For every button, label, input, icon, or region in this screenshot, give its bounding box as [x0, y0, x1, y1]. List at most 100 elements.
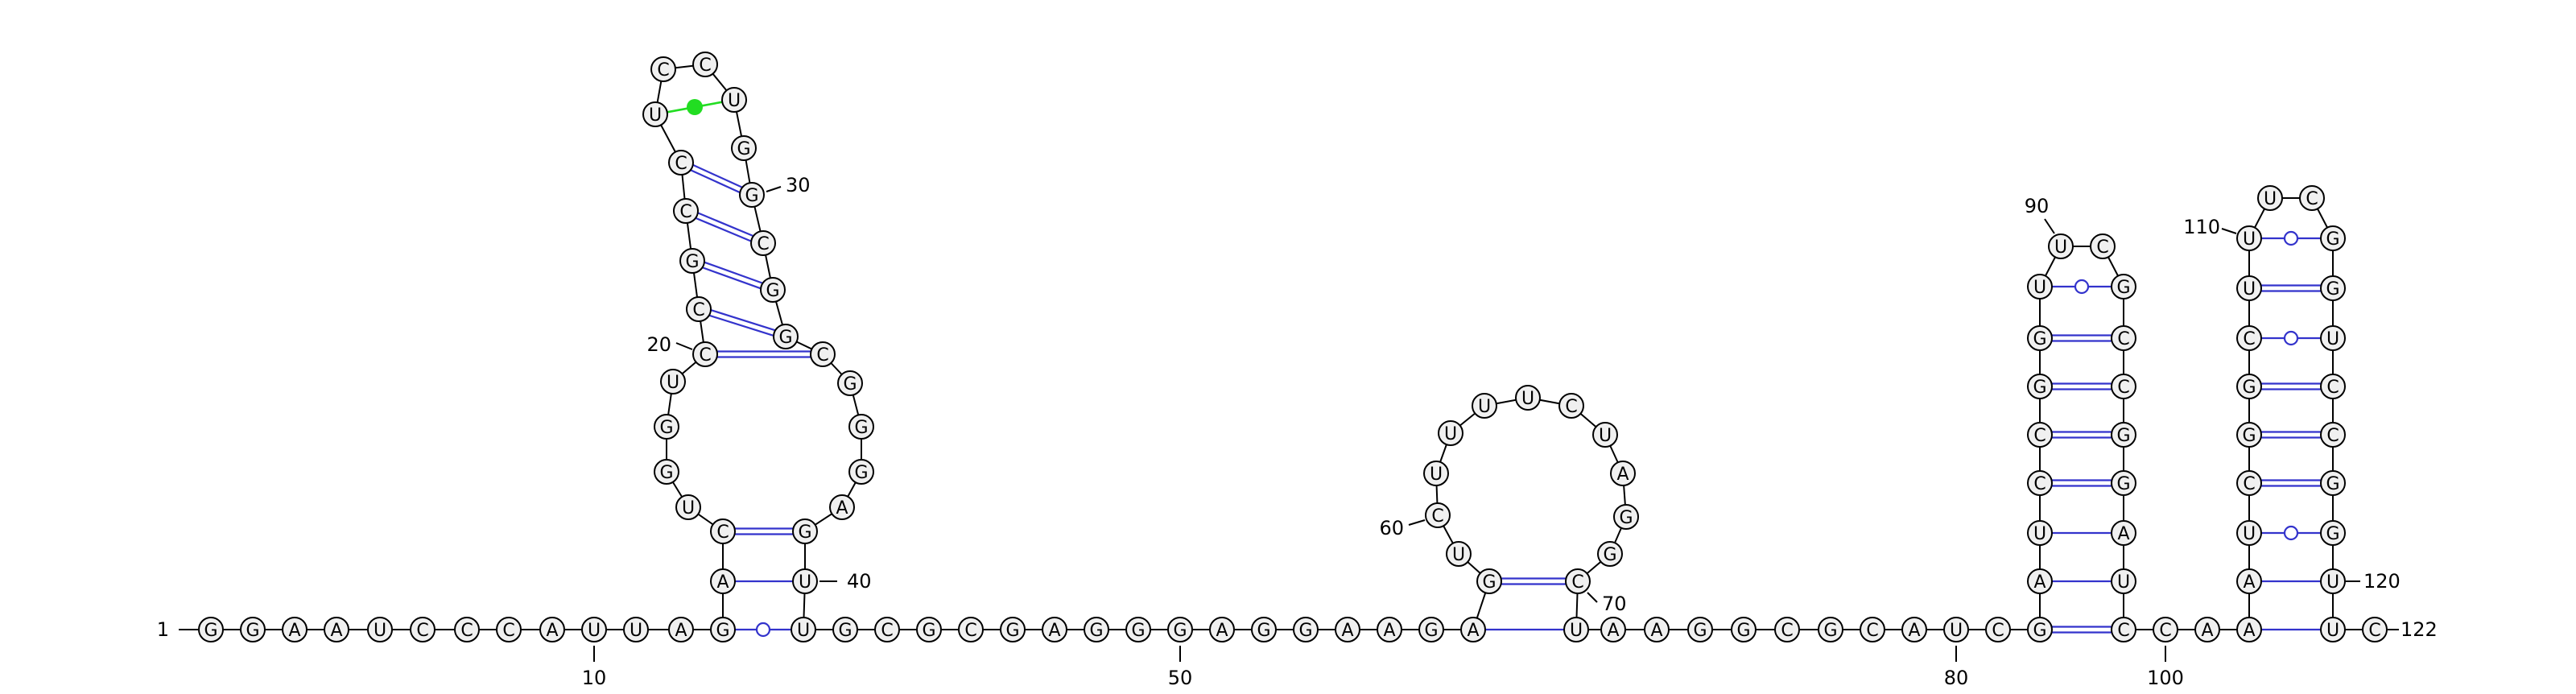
nucleotide-circle: [760, 277, 786, 303]
nucleotide-letter: A: [1341, 621, 1353, 641]
nucleotide: C: [673, 198, 699, 224]
nucleotide-circle: [739, 182, 765, 208]
nucleotide-circle: [2027, 520, 2053, 546]
nucleotide-circle: [1901, 617, 1927, 642]
base-pair-double: [2052, 626, 2112, 634]
nucleotide-circle: [2320, 520, 2346, 546]
nucleotide-circle: [1943, 617, 1969, 642]
nucleotide-circle: [2257, 185, 2283, 211]
nucleotide: U: [2236, 520, 2262, 546]
nucleotide-letter: G: [1424, 621, 1438, 641]
nucleotide: G: [198, 617, 224, 642]
position-label-90: 90: [2025, 195, 2055, 234]
nucleotide: U: [642, 101, 668, 127]
nucleotide: U: [1943, 617, 1969, 642]
nucleotide-circle: [1460, 617, 1486, 642]
nucleotide-circle: [1731, 617, 1757, 642]
nucleotide-letter: G: [838, 621, 852, 641]
nucleotide-circle: [692, 341, 718, 367]
nucleotide: A: [1335, 617, 1360, 642]
nucleotide: C: [2111, 617, 2136, 642]
nucleotide-letter: U: [2264, 189, 2277, 209]
nucleotide-circle: [1335, 617, 1360, 642]
nucleotide-letter: G: [1736, 621, 1750, 641]
position-label-70: 70: [1587, 592, 1627, 615]
nucleotide-letter: C: [2117, 378, 2129, 398]
nucleotide-circle: [1565, 568, 1591, 594]
nucleotide: C: [710, 518, 736, 544]
nucleotide-circle: [282, 617, 308, 642]
nucleotide-circle: [2236, 470, 2262, 496]
nucleotide: G: [1731, 617, 1757, 642]
position-number: 100: [2147, 667, 2184, 689]
nucleotide: C: [1774, 617, 1800, 642]
nucleotide: C: [1425, 502, 1451, 528]
nucleotide-circle: [2027, 470, 2053, 496]
nucleotide: U: [1563, 617, 1589, 642]
nucleotide: G: [710, 617, 736, 642]
nucleotide-circle: [2090, 233, 2116, 259]
nucleotide: G: [240, 617, 266, 642]
nucleotide: G: [1597, 541, 1623, 567]
base-pair-double: [2261, 431, 2321, 439]
nucleotide-circle: [1597, 541, 1623, 567]
nucleotide: U: [675, 494, 701, 520]
nucleotide-circle: [848, 459, 874, 485]
nucleotide-circle: [1610, 461, 1636, 486]
nucleotide: C: [686, 296, 712, 322]
nucleotide-letter: G: [1257, 621, 1270, 641]
nucleotide-letter: A: [2243, 621, 2255, 641]
nucleotide: U: [1472, 393, 1497, 419]
nucleotide-letter: G: [854, 418, 868, 438]
nucleotide: U: [2320, 568, 2346, 594]
position-number: 110: [2183, 216, 2220, 238]
position-number: 40: [847, 570, 872, 593]
nucleotide-letter: G: [766, 281, 779, 301]
nucleotide-letter: G: [2116, 426, 2130, 446]
nucleotide-circle: [679, 248, 705, 274]
backbone-layer: [211, 64, 2375, 630]
nucleotide: G: [1293, 617, 1319, 642]
nucleotide-letter: G: [2116, 278, 2130, 298]
nucleotide-letter: C: [2096, 238, 2108, 258]
nucleotide-circle: [1438, 420, 1463, 446]
nucleotide-circle: [692, 52, 718, 77]
nucleotide-circle: [2111, 520, 2136, 546]
nucleotide-letter: C: [881, 621, 893, 641]
nucleotide-letter: G: [2242, 378, 2256, 398]
nucleotide-circle: [1167, 617, 1193, 642]
nucleotide-letter: A: [1650, 621, 1662, 641]
nucleotide: A: [324, 617, 349, 642]
nucleotide-letter: G: [2242, 426, 2256, 446]
nucleotide-letter: C: [416, 621, 428, 641]
nucleotide-circle: [2111, 422, 2136, 448]
nucleotide: C: [1565, 568, 1591, 594]
nucleotide: C: [2320, 374, 2346, 399]
nucleotide-circle: [2111, 617, 2136, 642]
nucleotide-letter: C: [964, 621, 976, 641]
nucleotide-circle: [1818, 617, 1843, 642]
nucleotide-letter: U: [667, 373, 679, 393]
nucleotide-circle: [1613, 504, 1639, 530]
nucleotide: A: [1600, 617, 1626, 642]
nucleotide-circle: [1644, 617, 1670, 642]
base-pair-wobble: [2261, 230, 2321, 246]
nucleotide: A: [1377, 617, 1402, 642]
nucleotide: G: [1687, 617, 1713, 642]
nucleotide-letter: C: [675, 154, 687, 174]
position-label-30: 30: [766, 174, 811, 196]
nucleotide-letter: A: [1607, 621, 1619, 641]
base-pair-double: [702, 261, 763, 290]
nucleotide: A: [1042, 617, 1067, 642]
nucleotide: U: [2027, 520, 2053, 546]
nucleotide-letter: U: [2033, 524, 2046, 544]
nucleotide-letter: C: [2117, 329, 2129, 349]
nucleotide-circle: [2236, 374, 2262, 399]
nucleotide-letter: G: [659, 418, 673, 438]
nucleotide: G: [654, 459, 679, 485]
nucleotide-circle: [2048, 233, 2074, 259]
nucleotide-letter: U: [374, 621, 386, 641]
nucleotide-circle: [496, 617, 522, 642]
